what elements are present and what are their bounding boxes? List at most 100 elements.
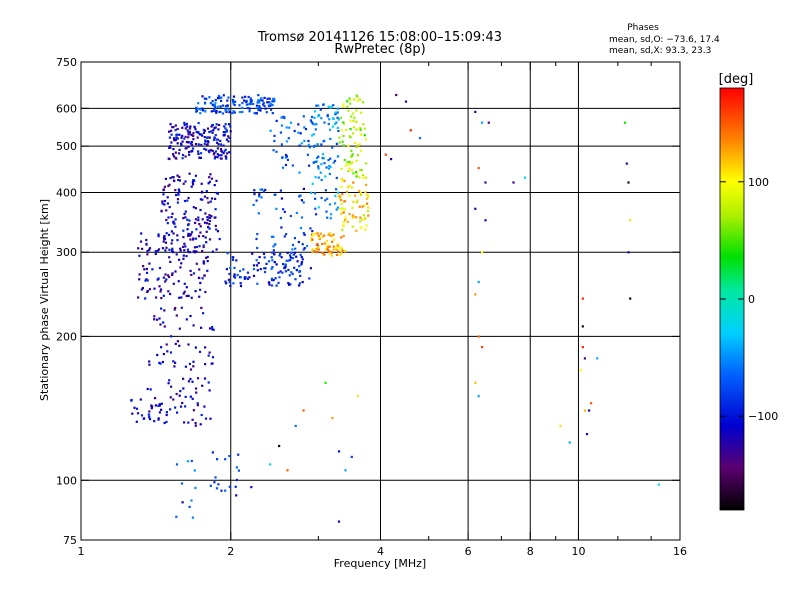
data-point [214, 224, 217, 227]
data-point [228, 272, 231, 276]
data-point [141, 287, 144, 290]
data-point [189, 269, 192, 272]
data-point [330, 105, 333, 108]
data-point [330, 254, 333, 257]
data-point [303, 126, 306, 129]
data-point [310, 191, 313, 194]
data-point [153, 318, 156, 321]
data-point [353, 116, 356, 119]
data-point [226, 152, 229, 155]
data-point [266, 101, 269, 104]
data-point [309, 119, 312, 122]
data-point [201, 190, 204, 193]
data-point [367, 214, 370, 217]
data-point [167, 216, 170, 219]
data-point [210, 125, 213, 128]
data-point [203, 101, 207, 104]
data-point [283, 235, 286, 238]
data-point [179, 266, 182, 269]
data-point [193, 469, 196, 472]
x-axis-label: Frequency [MHz] [334, 557, 426, 570]
data-point [239, 269, 242, 273]
data-point [144, 279, 147, 282]
data-point [183, 282, 186, 285]
data-point [182, 236, 185, 239]
data-point [317, 248, 320, 251]
data-point [366, 209, 369, 213]
data-point [174, 270, 177, 273]
data-point [228, 281, 231, 284]
data-point [289, 283, 292, 286]
data-point [205, 190, 208, 193]
data-point [322, 157, 325, 160]
data-point [295, 268, 298, 272]
data-point [170, 141, 173, 144]
data-point [327, 233, 330, 236]
data-point [163, 325, 166, 328]
data-point [293, 237, 296, 240]
data-point [337, 242, 340, 245]
data-point [214, 150, 218, 153]
data-point [165, 232, 168, 235]
axis-ticks: 1 2 4 6 8 10 16 75 100 200 300 400 500 600 750 [56, 56, 687, 558]
data-point [182, 229, 185, 232]
data-point [360, 218, 364, 221]
data-point [340, 236, 343, 239]
y-tick-label: 75 [63, 534, 77, 547]
data-point [355, 201, 358, 204]
data-point [146, 387, 149, 391]
data-point [322, 103, 325, 106]
data-point [360, 226, 363, 229]
data-point [271, 103, 274, 107]
data-point [302, 115, 305, 118]
data-point [255, 259, 258, 262]
data-point [165, 218, 168, 222]
data-point [305, 244, 309, 248]
data-point [167, 274, 170, 277]
data-point [341, 193, 344, 196]
data-point [232, 95, 236, 98]
data-point [336, 253, 339, 256]
data-point [171, 250, 174, 253]
data-point [263, 104, 266, 107]
data-point [159, 362, 162, 365]
data-point [361, 101, 365, 104]
data-point [291, 164, 294, 167]
data-point [211, 362, 214, 365]
data-point [187, 133, 190, 136]
data-point [157, 418, 160, 421]
data-point [176, 142, 179, 145]
data-point [157, 248, 161, 251]
data-point [320, 163, 323, 166]
data-point [195, 107, 198, 110]
data-point [181, 140, 184, 143]
data-point [187, 145, 190, 148]
data-point [363, 127, 366, 130]
data-point [211, 123, 214, 127]
data-point [170, 230, 173, 233]
data-point [351, 225, 354, 228]
data-point [225, 110, 228, 113]
data-point [331, 125, 335, 128]
data-point [302, 187, 305, 190]
data-point [189, 132, 192, 135]
data-point [213, 104, 216, 107]
data-point [304, 128, 308, 131]
data-point [269, 129, 272, 132]
data-point [203, 97, 206, 100]
data-point [199, 288, 202, 291]
data-point [141, 247, 144, 250]
data-point [167, 233, 171, 236]
data-point [199, 198, 202, 201]
data-point [284, 153, 288, 157]
data-point [347, 109, 350, 112]
data-point [139, 240, 143, 243]
data-point [162, 353, 165, 356]
data-point [190, 233, 193, 236]
data-point [282, 208, 285, 211]
data-point [164, 241, 168, 244]
data-point [208, 227, 211, 230]
data-point [206, 222, 209, 225]
data-point [163, 199, 166, 203]
data-point [210, 130, 213, 133]
